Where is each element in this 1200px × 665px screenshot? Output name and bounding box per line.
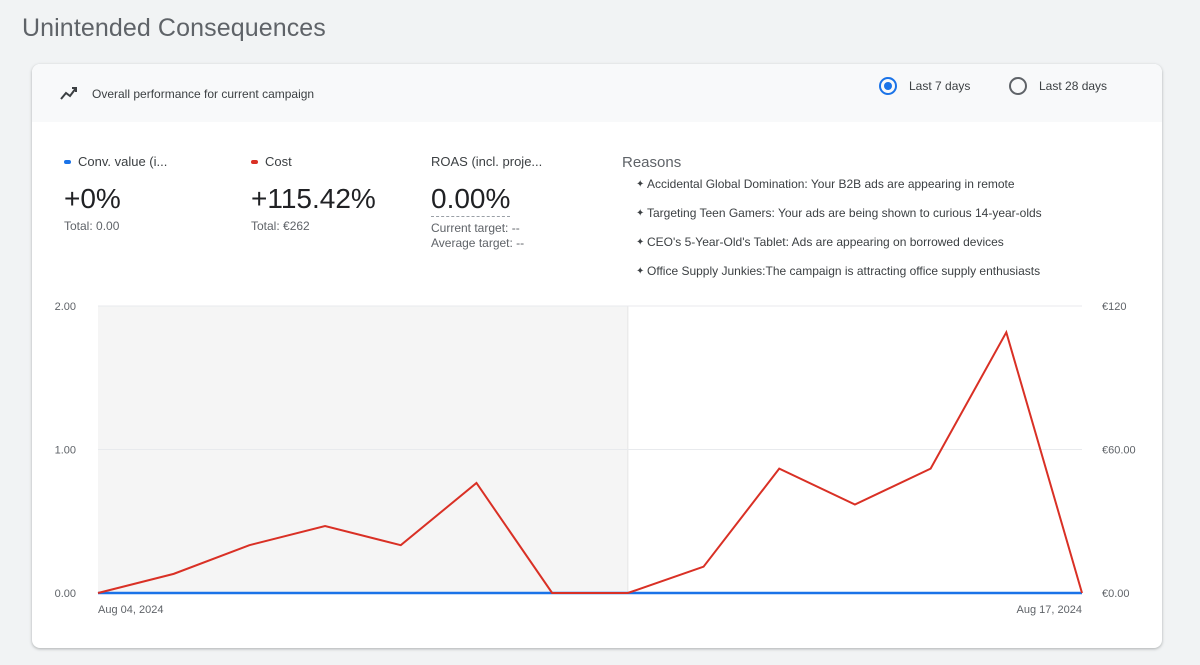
radio-unselected-icon[interactable] <box>1009 77 1027 95</box>
metric-name-text: Cost <box>265 154 292 169</box>
sparkle-icon: ✦ <box>636 208 645 219</box>
page-title: Unintended Consequences <box>22 14 326 42</box>
performance-card: Overall performance for current campaign… <box>32 64 1162 648</box>
metric-current-target: Current target: -- <box>431 221 520 235</box>
metric-total: Total: €262 <box>251 219 310 233</box>
metric-value: 0.00% <box>431 183 511 217</box>
sparkle-icon: ✦ <box>636 266 645 277</box>
range-last-7-days[interactable]: Last 7 days <box>879 77 970 95</box>
sparkle-icon: ✦ <box>636 179 645 190</box>
range-label: Last 28 days <box>1039 79 1108 93</box>
reason-text: CEO's 5-Year-Old's Tablet: Ads are appea… <box>647 235 1004 249</box>
series-line-cost <box>97 329 1083 594</box>
metric-name: ROAS (incl. proje... <box>431 154 542 169</box>
performance-chart[interactable]: 2.00 €120 1.00 €60.00 0.00 €0.00 Aug 04, 2024 A… <box>32 64 1162 648</box>
reasons-panel: Reasons ✦ Accidental Global Domination: Y… <box>622 154 1042 293</box>
metric-name: Conv. value (i... <box>64 154 167 169</box>
right-axis-tick-label: €0.00 <box>1102 588 1130 600</box>
metric-conv-value[interactable]: Conv. value (i... +0% Total: 0.00 <box>64 154 167 234</box>
reasons-list: ✦ Accidental Global Domination: Your B2B … <box>622 177 1042 293</box>
metric-roas[interactable]: ROAS (incl. proje... 0.00% Current targe… <box>431 154 542 251</box>
metric-total: Total: 0.00 <box>64 219 120 233</box>
left-axis-tick-label: 0.00 <box>55 588 76 600</box>
metric-name-text: Conv. value (i... <box>78 154 168 169</box>
trending-up-icon <box>60 87 77 100</box>
reason-item[interactable]: ✦ Accidental Global Domination: Your B2B … <box>636 177 1042 206</box>
left-axis-tick-label: 1.00 <box>55 445 76 457</box>
metric-name-text: ROAS (incl. proje... <box>431 154 543 169</box>
metric-value: +0% <box>64 183 121 214</box>
reason-text: Accidental Global Domination: Your B2B a… <box>647 177 1015 191</box>
range-label: Last 7 days <box>909 79 971 93</box>
card-header: Overall performance for current campaign… <box>32 64 1162 122</box>
reason-text: Targeting Teen Gamers: Your ads are bein… <box>647 206 1042 220</box>
series-swatch-red <box>251 159 258 164</box>
left-axis-tick-label: 2.00 <box>55 301 76 313</box>
card-header-title: Overall performance for current campaign <box>92 87 315 101</box>
x-axis-tick-label: Aug 04, 2024 <box>98 604 163 616</box>
reason-item[interactable]: ✦ Targeting Teen Gamers: Your ads are bei… <box>636 206 1042 235</box>
range-last-28-days[interactable]: Last 28 days <box>1009 77 1107 95</box>
reason-item[interactable]: ✦ Office Supply Junkies:The campaign is a… <box>636 264 1042 293</box>
sparkle-icon: ✦ <box>636 237 645 248</box>
radio-selected-icon[interactable] <box>879 77 897 95</box>
metric-name: Cost <box>251 154 376 169</box>
metric-average-target: Average target: -- <box>431 236 525 250</box>
series-swatch-blue <box>64 159 71 164</box>
reason-item[interactable]: ✦ CEO's 5-Year-Old's Tablet: Ads are appe… <box>636 235 1042 264</box>
x-axis-tick-label: Aug 17, 2024 <box>1017 604 1082 616</box>
right-axis-tick-label: €120 <box>1102 301 1126 313</box>
right-axis-tick-label: €60.00 <box>1102 445 1136 457</box>
reason-text: Office Supply Junkies:The campaign is at… <box>647 264 1041 278</box>
metric-value: +115.42% <box>251 183 376 214</box>
reasons-title: Reasons <box>622 154 682 171</box>
metric-cost[interactable]: Cost +115.42% Total: €262 <box>251 154 376 234</box>
